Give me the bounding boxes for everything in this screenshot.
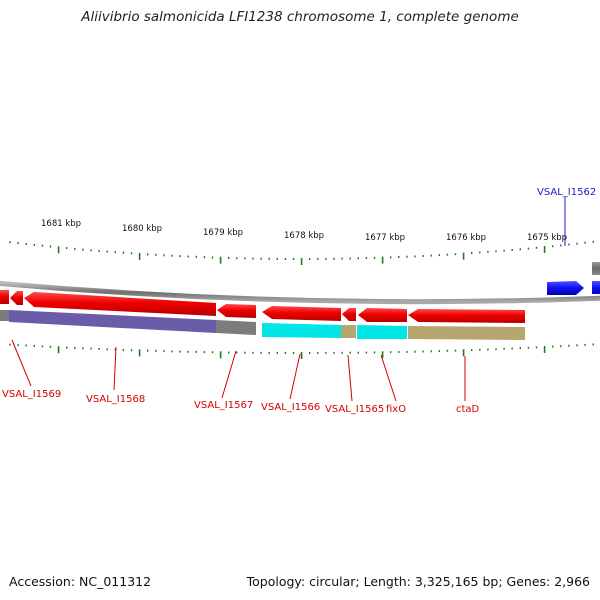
reverse-strand-genes [0, 290, 525, 323]
cds-band-gray [216, 320, 256, 335]
kbp-label: 1678 kbp [284, 231, 324, 241]
gene-arrow-reverse [408, 309, 525, 323]
gene-label-vsal-i1566: VSAL_I1566 [261, 402, 320, 413]
gene-label-vsal-i1569: VSAL_I1569 [2, 389, 61, 400]
scale-ticks-upper [9, 240, 594, 265]
leader-line [380, 354, 397, 402]
gene-label-vsal-i1568: VSAL_I1568 [86, 394, 145, 405]
accession-text: Accession: NC_011312 [9, 574, 152, 589]
scale-ticks-lower [9, 343, 594, 359]
gene-arrow-reverse [262, 306, 341, 321]
gene-arrow-reverse [342, 308, 356, 321]
label-leader-lines [11, 197, 566, 402]
chromosome-backbone [0, 280, 600, 305]
cds-band-gray [0, 310, 9, 321]
genome-summary-text: Topology: circular; Length: 3,325,165 bp… [246, 574, 590, 589]
leader-line [113, 346, 117, 391]
map-title: Aliivibrio salmonicida LFI1238 chromosom… [81, 9, 519, 25]
gene-labels: VSAL_I1562 VSAL_I1569 VSAL_I1568 VSAL_I1… [2, 187, 596, 415]
leader-line [289, 353, 301, 400]
leader-line [347, 354, 353, 402]
gene-label-vsal-i1565: VSAL_I1565 [325, 404, 384, 415]
kbp-label: 1681 kbp [41, 219, 81, 229]
gene-arrow-forward [592, 281, 600, 294]
cds-features [0, 310, 525, 340]
gray-feature-box [592, 262, 600, 275]
gene-label-ctad: ctaD [456, 404, 480, 415]
gene-arrow-forward [547, 281, 584, 295]
kbp-label: 1680 kbp [122, 224, 162, 234]
leader-line [221, 350, 237, 399]
leader-line [11, 339, 32, 387]
cds-band-cyan [262, 323, 341, 338]
kbp-label: 1677 kbp [365, 233, 405, 243]
kbp-label: 1675 kbp [527, 233, 567, 243]
forward-strand-genes [547, 262, 600, 295]
cds-band-khaki [341, 325, 356, 338]
gene-arrow-reverse [0, 290, 9, 304]
gene-label-vsal-i1562: VSAL_I1562 [537, 187, 596, 198]
cds-band-purple [9, 310, 216, 333]
gene-label-vsal-i1567: VSAL_I1567 [194, 400, 253, 411]
kbp-label: 1679 kbp [203, 228, 243, 238]
kbp-labels: 1681 kbp 1680 kbp 1679 kbp 1678 kbp 1677… [41, 219, 567, 243]
cds-band-khaki [408, 326, 525, 340]
gene-label-fixo: fixO [386, 404, 406, 415]
gene-arrow-reverse [217, 304, 256, 318]
cds-band-cyan [357, 325, 407, 339]
gene-arrow-reverse [10, 291, 23, 305]
kbp-label: 1676 kbp [446, 233, 486, 243]
gene-arrow-reverse [358, 308, 407, 322]
gene-arrow-reverse [24, 292, 216, 316]
